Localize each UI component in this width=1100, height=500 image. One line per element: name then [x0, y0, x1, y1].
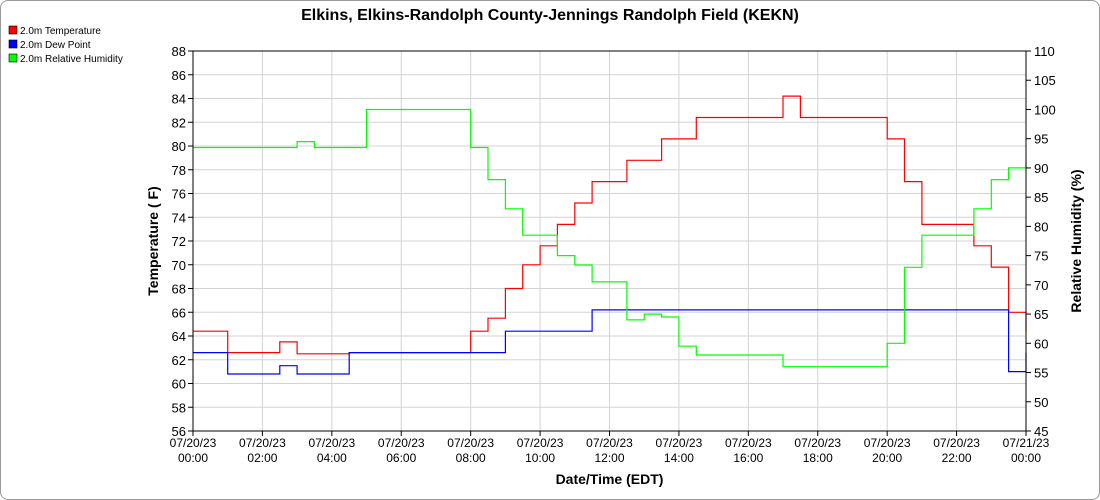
x-tick-date-label: 07/20/23 — [308, 436, 355, 450]
x-tick-date-label: 07/21/23 — [1003, 436, 1050, 450]
x-tick-time-label: 02:00 — [247, 451, 277, 465]
y-left-tick-label: 70 — [172, 258, 186, 273]
x-tick-date-label: 07/20/23 — [239, 436, 286, 450]
x-tick-date-label: 07/20/23 — [864, 436, 911, 450]
x-tick-date-label: 07/20/23 — [656, 436, 703, 450]
x-tick-date-label: 07/20/23 — [933, 436, 980, 450]
legend-swatch — [8, 25, 18, 35]
y-right-tick-label: 70 — [1034, 278, 1048, 293]
y-right-tick-label: 100 — [1034, 102, 1056, 117]
y-left-tick-label: 80 — [172, 139, 186, 154]
y-left-tick-label: 64 — [172, 329, 186, 344]
legend-label: 2.0m Temperature — [20, 26, 101, 37]
y-right-tick-label: 55 — [1034, 366, 1048, 381]
y-right-tick-label: 80 — [1034, 219, 1048, 234]
series-line-2 — [193, 108, 1027, 368]
x-tick-time-label: 00:00 — [178, 451, 208, 465]
x-tick-time-label: 06:00 — [386, 451, 416, 465]
y-left-tick-label: 72 — [172, 234, 186, 249]
y-left-tick-label: 66 — [172, 305, 186, 320]
legend-label: 2.0m Relative Humidity — [20, 54, 123, 65]
x-tick-time-label: 10:00 — [525, 451, 555, 465]
y-axis-left-ticks: 56 58 60 62 64 66 68 70 72 74 76 78 80 82 84 86 88 — [172, 44, 193, 439]
series-line-1 — [193, 309, 1027, 375]
x-tick-date-label: 07/20/23 — [170, 436, 217, 450]
x-tick-date-label: 07/20/23 — [586, 436, 633, 450]
y-right-tick-label: 50 — [1034, 395, 1048, 410]
x-tick-time-label: 22:00 — [942, 451, 972, 465]
x-tick-time-label: 08:00 — [456, 451, 486, 465]
y-axis-right-label: Relative Humidity (%) — [1068, 169, 1084, 312]
x-tick-date-label: 07/20/23 — [517, 436, 564, 450]
y-right-tick-label: 45 — [1034, 424, 1048, 439]
x-tick-time-label: 16:00 — [733, 451, 763, 465]
x-axis-ticks: 07/20/2300:0007/20/2302:0007/20/2304:000… — [170, 431, 1050, 465]
x-tick-date-label: 07/20/23 — [378, 436, 425, 450]
y-left-tick-label: 74 — [172, 210, 186, 225]
x-tick-date-label: 07/20/23 — [447, 436, 494, 450]
series-layer — [193, 95, 1027, 375]
x-tick-time-label: 00:00 — [1011, 451, 1041, 465]
y-axis-left-label: Temperature ( F) — [145, 186, 161, 295]
y-left-tick-label: 60 — [172, 377, 186, 392]
y-left-tick-label: 62 — [172, 353, 186, 368]
chart-title: Elkins, Elkins-Randolph County-Jennings … — [301, 7, 799, 24]
y-left-tick-label: 68 — [172, 282, 186, 297]
x-tick-date-label: 07/20/23 — [725, 436, 772, 450]
x-tick-time-label: 20:00 — [872, 451, 902, 465]
y-right-tick-label: 110 — [1034, 44, 1055, 59]
y-axis-right-ticks: 45 50 55 60 65 70 75 80 85 90 95 100 105 110 — [1026, 44, 1056, 439]
y-right-tick-label: 65 — [1034, 307, 1048, 322]
x-axis-label: Date/Time (EDT) — [556, 471, 664, 487]
y-left-tick-label: 88 — [172, 44, 186, 59]
legend: 2.0m Temperature 2.0m Dew Point 2.0m Relat… — [8, 25, 123, 65]
y-right-tick-label: 60 — [1034, 336, 1048, 351]
legend-swatch — [8, 53, 18, 63]
legend-label: 2.0m Dew Point — [20, 40, 91, 51]
y-left-tick-label: 56 — [172, 424, 186, 439]
x-tick-time-label: 14:00 — [664, 451, 694, 465]
y-left-tick-label: 58 — [172, 400, 186, 415]
y-right-tick-label: 85 — [1034, 190, 1048, 205]
y-left-tick-label: 76 — [172, 187, 186, 202]
y-left-tick-label: 82 — [172, 115, 186, 130]
y-left-tick-label: 78 — [172, 163, 186, 178]
x-tick-time-label: 18:00 — [803, 451, 833, 465]
y-left-tick-label: 86 — [172, 68, 186, 83]
y-right-tick-label: 75 — [1034, 249, 1048, 264]
y-left-tick-label: 84 — [172, 92, 186, 107]
x-tick-time-label: 04:00 — [317, 451, 347, 465]
y-right-tick-label: 105 — [1034, 73, 1056, 88]
y-right-tick-label: 95 — [1034, 132, 1048, 147]
legend-swatch — [8, 39, 18, 49]
x-tick-time-label: 12:00 — [594, 451, 624, 465]
x-tick-date-label: 07/20/23 — [794, 436, 841, 450]
y-right-tick-label: 90 — [1034, 161, 1048, 176]
